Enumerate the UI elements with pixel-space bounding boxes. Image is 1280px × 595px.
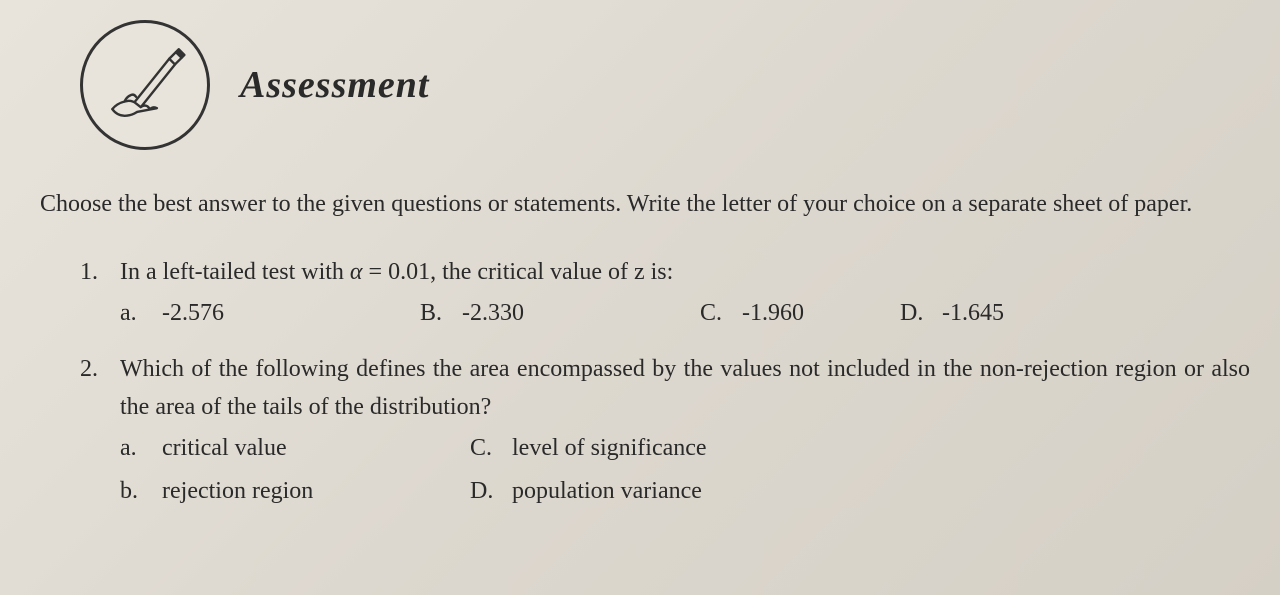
question-body: Which of the following defines the area …	[120, 350, 1250, 427]
question-1-options: a. -2.576 B. -2.330 C. -1.960 D. -1.645	[80, 292, 1250, 335]
option-label: D.	[900, 292, 930, 335]
page-title: Assessment	[240, 63, 429, 107]
question-1-text: 1. In a left-tailed test with α = 0.01, …	[80, 253, 1250, 291]
option-d: D. -1.645	[900, 292, 1100, 335]
option-text: -2.576	[162, 292, 224, 335]
option-text: level of significance	[512, 427, 707, 470]
questions-container: 1. In a left-tailed test with α = 0.01, …	[30, 253, 1250, 513]
option-text: population variance	[512, 470, 702, 513]
option-b: B. -2.330	[420, 292, 700, 335]
instructions-text: Choose the best answer to the given ques…	[30, 185, 1250, 223]
option-label: a.	[120, 292, 150, 335]
question-2-text: 2. Which of the following defines the ar…	[80, 350, 1250, 427]
question-text-post: = 0.01, the critical value of z is:	[363, 259, 674, 285]
options-row-1: a. critical value C. level of significan…	[120, 427, 1250, 470]
option-c: C. -1.960	[700, 292, 900, 335]
option-text: critical value	[162, 427, 287, 470]
option-text: -2.330	[462, 292, 524, 335]
assessment-header: Assessment	[30, 20, 1250, 150]
question-body: In a left-tailed test with α = 0.01, the…	[120, 253, 1250, 291]
question-2-options: a. critical value C. level of significan…	[80, 427, 1250, 513]
option-label: C.	[700, 292, 730, 335]
question-number: 2.	[80, 350, 105, 427]
option-label: b.	[120, 470, 150, 513]
option-label: B.	[420, 292, 450, 335]
options-row-2: b. rejection region D. population varian…	[120, 470, 1250, 513]
option-text: -1.645	[942, 292, 1004, 335]
question-2: 2. Which of the following defines the ar…	[80, 350, 1250, 513]
option-label: D.	[470, 470, 500, 513]
option-d: D. population variance	[470, 470, 1250, 513]
question-1: 1. In a left-tailed test with α = 0.01, …	[80, 253, 1250, 335]
option-a: a. -2.576	[120, 292, 420, 335]
hand-writing-icon-circle	[80, 20, 210, 150]
option-text: rejection region	[162, 470, 313, 513]
question-text-pre: In a left-tailed test with	[120, 259, 350, 285]
option-a: a. critical value	[120, 427, 470, 470]
question-number: 1.	[80, 253, 105, 291]
option-label: a.	[120, 427, 150, 470]
hand-writing-icon	[98, 35, 193, 135]
option-text: -1.960	[742, 292, 804, 335]
option-b: b. rejection region	[120, 470, 470, 513]
alpha-var: α	[350, 259, 363, 285]
option-c: C. level of significance	[470, 427, 1250, 470]
option-label: C.	[470, 427, 500, 470]
